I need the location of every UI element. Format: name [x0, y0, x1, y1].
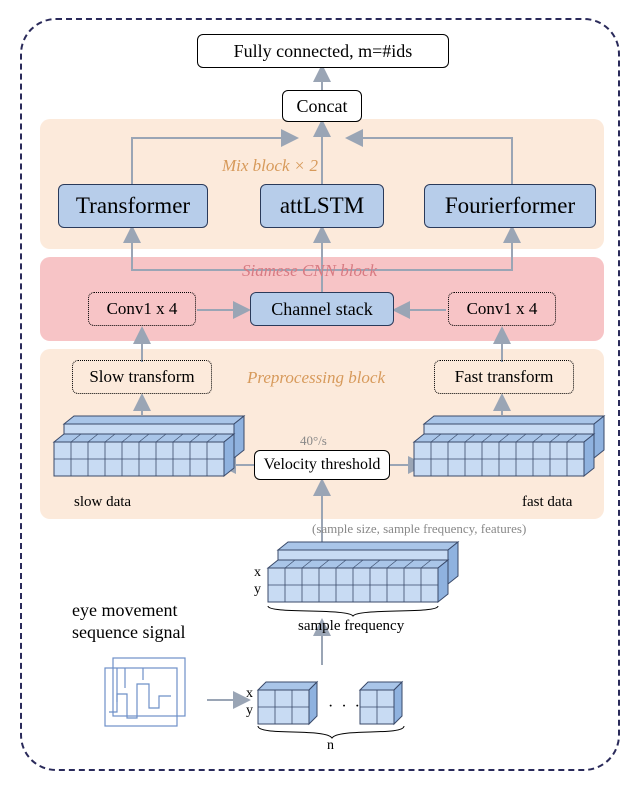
x-label-1: x	[254, 565, 261, 581]
velocity-threshold-box: Velocity threshold	[254, 450, 390, 480]
slow-transform-box: Slow transform	[72, 360, 212, 394]
fourier-label: Fourierformer	[445, 193, 575, 219]
y-label-2: y	[246, 703, 253, 719]
attlstm-label: attLSTM	[280, 193, 364, 219]
prep-block-title: Preprocessing block	[247, 368, 385, 388]
x-label-2: x	[246, 686, 253, 702]
attlstm-node: attLSTM	[260, 184, 384, 228]
fourier-node: Fourierformer	[424, 184, 596, 228]
slow-data-cuboid	[48, 410, 248, 505]
n-brace	[254, 724, 414, 752]
fc-label: Fully connected, m=#ids	[234, 41, 413, 62]
fast-transform-box: Fast transform	[434, 360, 574, 394]
channel-stack-box: Channel stack	[250, 292, 394, 326]
conv-left-box: Conv1 x 4	[88, 292, 196, 326]
transformer-label: Transformer	[76, 193, 190, 219]
fast-data-cuboid	[408, 410, 608, 505]
sample-freq-label: sample frequency	[298, 618, 404, 635]
conv-right-box: Conv1 x 4	[448, 292, 556, 326]
slow-transform-label: Slow transform	[89, 367, 194, 387]
diagram-frame: Fully connected, m=#ids Concat Mix block…	[20, 18, 620, 771]
signal-sketch-icon	[97, 650, 207, 750]
y-label-1: y	[254, 582, 261, 598]
concat-label: Concat	[297, 96, 348, 117]
eye-movement-line2: sequence signal	[72, 622, 185, 643]
fast-transform-label: Fast transform	[455, 367, 554, 387]
fc-box: Fully connected, m=#ids	[197, 34, 449, 68]
transformer-node: Transformer	[58, 184, 208, 228]
slow-data-label: slow data	[74, 494, 131, 511]
siamese-block-title: Siamese CNN block	[242, 261, 377, 281]
velocity-threshold-label: Velocity threshold	[264, 456, 381, 474]
n-label: n	[327, 738, 334, 754]
conv-right-label: Conv1 x 4	[467, 299, 538, 319]
mix-block-title: Mix block × 2	[222, 156, 318, 176]
eye-movement-line1: eye movement	[72, 600, 177, 621]
shape-note: (sample size, sample frequency, features…	[312, 521, 526, 537]
threshold-value: 40°/s	[300, 433, 327, 449]
channel-stack-label: Channel stack	[271, 299, 372, 320]
conv-left-label: Conv1 x 4	[107, 299, 178, 319]
fast-data-label: fast data	[522, 494, 572, 511]
concat-box: Concat	[282, 90, 362, 122]
